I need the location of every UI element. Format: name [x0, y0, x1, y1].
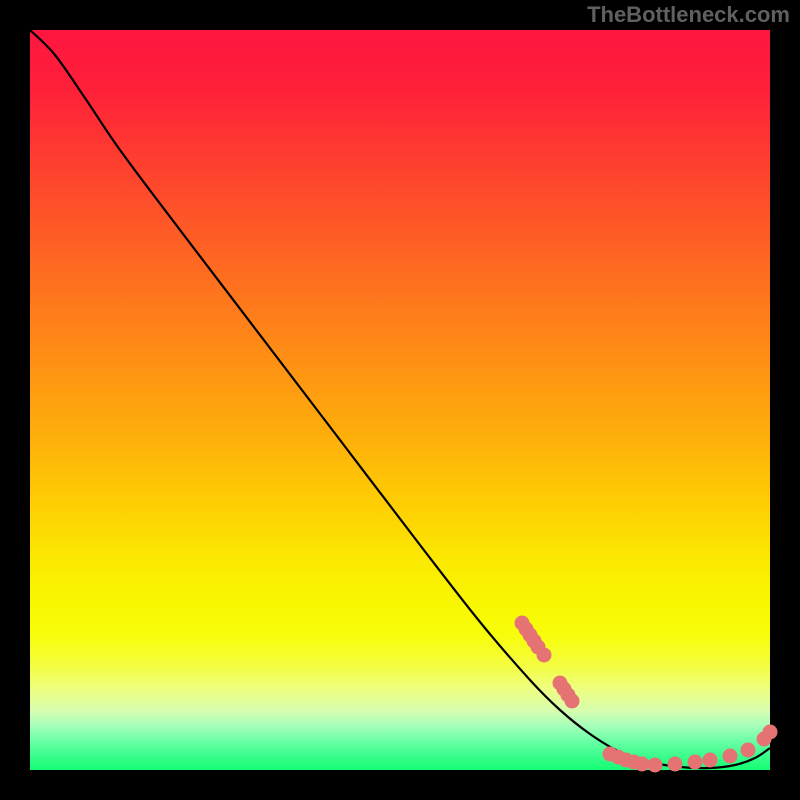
watermark-text: TheBottleneck.com [587, 2, 790, 28]
bottleneck-chart [0, 0, 800, 800]
data-marker [648, 758, 663, 773]
data-marker [763, 725, 778, 740]
data-marker [688, 755, 703, 770]
plot-background [30, 30, 770, 770]
chart-container: TheBottleneck.com [0, 0, 800, 800]
data-marker [668, 757, 683, 772]
data-marker [635, 757, 650, 772]
data-marker [723, 749, 738, 764]
data-marker [703, 753, 718, 768]
data-marker [537, 648, 552, 663]
data-marker [741, 743, 756, 758]
data-marker [565, 694, 580, 709]
